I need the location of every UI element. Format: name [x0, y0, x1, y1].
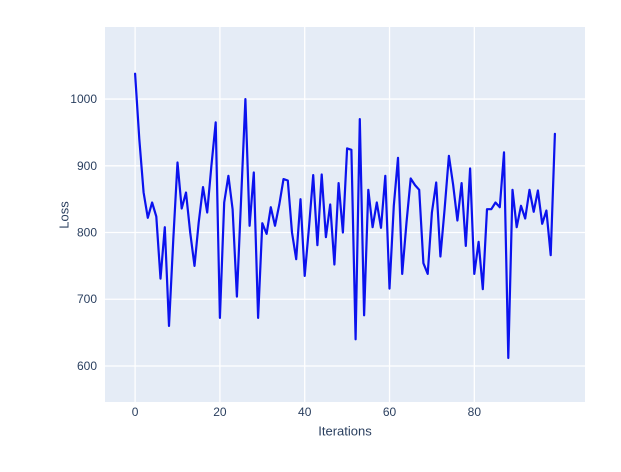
loss-series-line — [134, 72, 557, 360]
y-tick-label: 1000 — [70, 92, 97, 106]
y-tick-label: 900 — [77, 159, 97, 173]
x-tick-label: 20 — [213, 405, 227, 419]
x-tick-label: 0 — [132, 405, 139, 419]
y-axis-title: Loss — [56, 201, 72, 229]
y-tick-label: 800 — [77, 226, 97, 240]
x-tick-label: 60 — [383, 405, 397, 419]
x-tick-label: 40 — [298, 405, 312, 419]
x-axis-title: Iterations — [318, 423, 372, 439]
plot-area[interactable] — [105, 27, 585, 402]
y-tick-label: 700 — [77, 292, 97, 306]
y-tick-label: 600 — [77, 359, 97, 373]
x-tick-label: 80 — [468, 405, 482, 419]
